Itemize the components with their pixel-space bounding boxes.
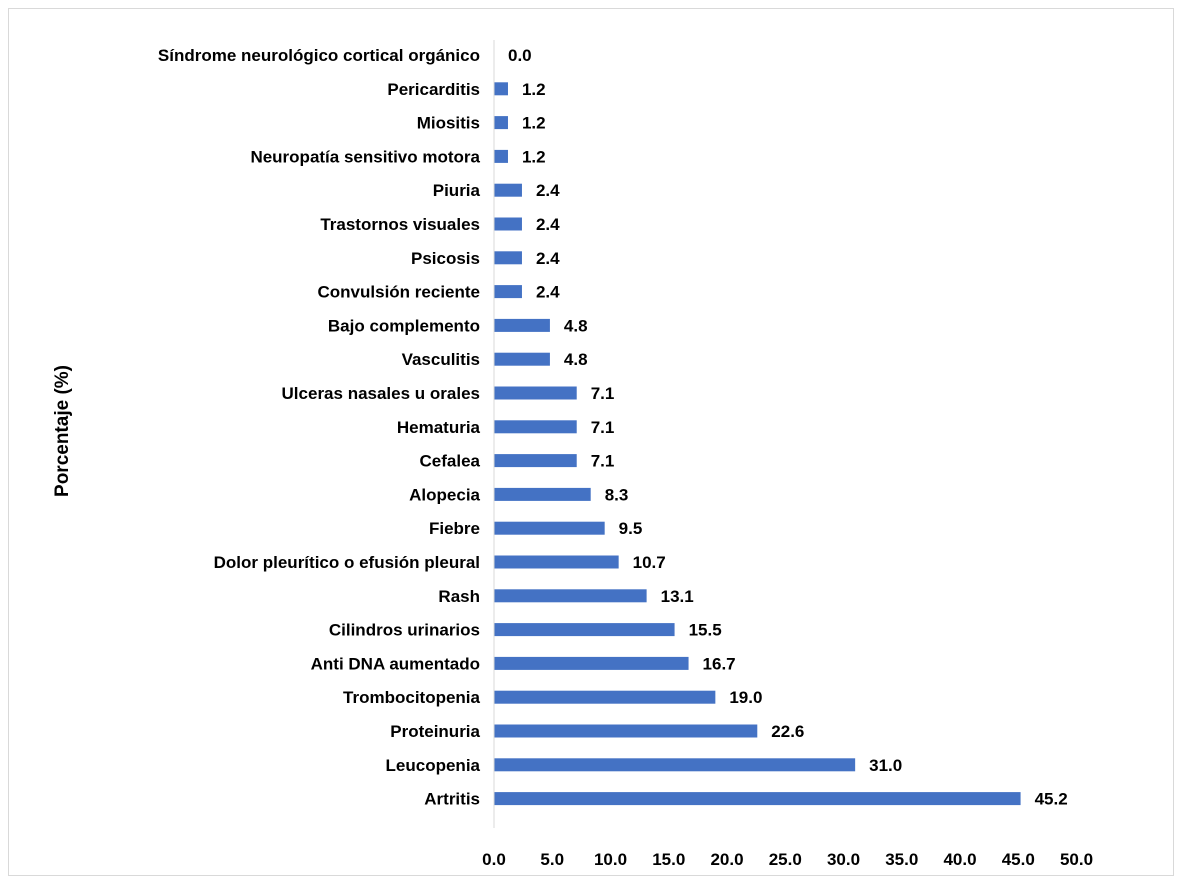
bar <box>494 420 577 434</box>
value-label: 19.0 <box>729 688 762 707</box>
category-label: Síndrome neurológico cortical orgánico <box>158 46 480 65</box>
category-label: Proteinuria <box>390 722 480 741</box>
y-axis-title: Porcentaje (%) <box>52 365 73 497</box>
category-label: Cilindros urinarios <box>329 621 480 640</box>
bar <box>494 454 577 468</box>
bar <box>494 724 758 738</box>
value-label: 4.8 <box>564 316 588 335</box>
bar <box>494 149 508 163</box>
x-tick-label: 50.0 <box>1060 850 1093 869</box>
value-label: 1.2 <box>522 114 546 133</box>
bar <box>494 690 716 704</box>
bar <box>494 352 550 366</box>
category-label: Anti DNA aumentado <box>311 654 480 673</box>
value-label: 15.5 <box>689 621 722 640</box>
value-label: 7.1 <box>591 452 615 471</box>
value-label: 8.3 <box>605 485 629 504</box>
category-label: Psicosis <box>411 249 480 268</box>
value-label: 45.2 <box>1035 790 1068 809</box>
value-label: 2.4 <box>536 283 560 302</box>
category-label: Dolor pleurítico o efusión pleural <box>214 553 480 572</box>
value-label: 1.2 <box>522 80 546 99</box>
x-tick-label: 20.0 <box>710 850 743 869</box>
value-label: 2.4 <box>536 249 560 268</box>
bar <box>494 251 522 265</box>
category-label: Fiebre <box>429 519 480 538</box>
x-tick-label: 5.0 <box>540 850 564 869</box>
x-tick-label: 45.0 <box>1002 850 1035 869</box>
category-label: Rash <box>438 587 480 606</box>
bar <box>494 318 550 332</box>
value-label: 2.4 <box>536 181 560 200</box>
value-label: 1.2 <box>522 147 546 166</box>
value-label: 31.0 <box>869 756 902 775</box>
category-label: Leucopenia <box>386 756 481 775</box>
value-label: 16.7 <box>703 654 736 673</box>
bar <box>494 589 647 603</box>
bar <box>494 183 522 197</box>
x-tick-label: 15.0 <box>652 850 685 869</box>
x-tick-label: 0.0 <box>482 850 506 869</box>
category-label: Miositis <box>417 114 480 133</box>
category-label: Ulceras nasales u orales <box>282 384 480 403</box>
category-label: Trastornos visuales <box>320 215 480 234</box>
x-tick-label: 35.0 <box>885 850 918 869</box>
value-label: 7.1 <box>591 384 615 403</box>
bars-layer: 0.01.21.21.22.42.42.42.44.84.87.17.17.18… <box>494 46 1068 809</box>
category-label: Bajo complemento <box>328 316 480 335</box>
bar <box>494 555 619 569</box>
bar <box>494 285 522 299</box>
bar <box>494 487 591 501</box>
category-label: Hematuria <box>397 418 481 437</box>
axis-layer: Síndrome neurológico cortical orgánico Pe… <box>158 40 1093 869</box>
x-tick-label: 30.0 <box>827 850 860 869</box>
bar <box>494 758 856 772</box>
x-tick-label: 25.0 <box>769 850 802 869</box>
bar <box>494 386 577 400</box>
category-label: Cefalea <box>420 452 481 471</box>
category-label: Alopecia <box>409 485 480 504</box>
category-label: Neuropatía sensitivo motora <box>250 147 480 166</box>
x-tick-label: 10.0 <box>594 850 627 869</box>
value-label: 2.4 <box>536 215 560 234</box>
bar <box>494 623 675 637</box>
bar <box>494 217 522 231</box>
value-label: 0.0 <box>508 46 532 65</box>
value-label: 13.1 <box>661 587 694 606</box>
category-label: Trombocitopenia <box>343 688 481 707</box>
bar <box>494 656 689 670</box>
category-label: Pericarditis <box>387 80 480 99</box>
bar <box>494 792 1021 806</box>
bar <box>494 116 508 130</box>
value-label: 9.5 <box>619 519 643 538</box>
category-label: Artritis <box>424 790 480 809</box>
value-label: 7.1 <box>591 418 615 437</box>
category-label: Convulsión reciente <box>318 283 480 302</box>
value-label: 10.7 <box>633 553 666 572</box>
value-label: 4.8 <box>564 350 588 369</box>
category-label: Vasculitis <box>402 350 480 369</box>
bar <box>494 82 508 96</box>
value-label: 22.6 <box>771 722 804 741</box>
bar <box>494 521 605 535</box>
x-tick-label: 40.0 <box>943 850 976 869</box>
category-label: Piuria <box>433 181 481 200</box>
